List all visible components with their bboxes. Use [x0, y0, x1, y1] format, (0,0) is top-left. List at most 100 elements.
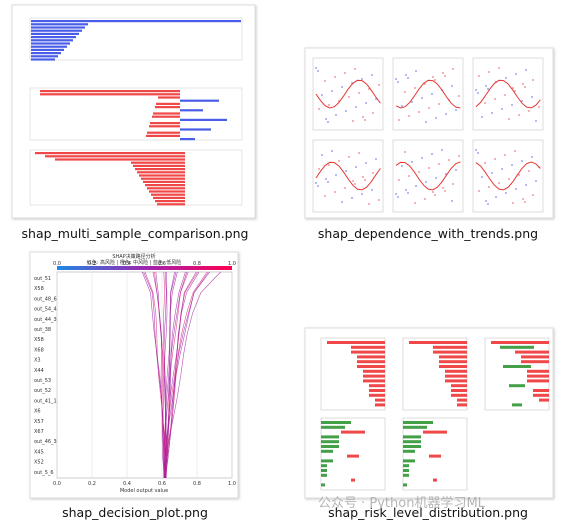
- tick-label: 0.0: [53, 481, 61, 487]
- bar: [403, 425, 427, 429]
- bar: [321, 449, 333, 453]
- point: [511, 164, 513, 166]
- bar: [509, 384, 525, 388]
- point: [475, 149, 477, 151]
- point: [432, 191, 434, 193]
- bar: [341, 430, 365, 434]
- bar: [369, 393, 385, 397]
- point: [324, 195, 326, 197]
- point: [358, 152, 360, 154]
- point: [405, 74, 407, 76]
- bar: [403, 469, 409, 472]
- point: [372, 172, 374, 174]
- point: [531, 96, 533, 98]
- point: [421, 157, 423, 159]
- bar: [351, 350, 385, 354]
- trend: [475, 79, 541, 109]
- point: [378, 84, 380, 86]
- bar: [403, 421, 433, 424]
- bar: [527, 379, 549, 383]
- point: [495, 196, 497, 198]
- point: [355, 106, 357, 108]
- x-axis-label: Model output value: [120, 488, 168, 494]
- bar: [439, 365, 467, 368]
- bar: [500, 345, 534, 349]
- point: [508, 178, 510, 180]
- bar: [521, 360, 549, 364]
- point: [324, 80, 326, 82]
- bar: [35, 152, 185, 155]
- point: [435, 117, 437, 119]
- point: [488, 71, 490, 73]
- tick-label: 1.0: [228, 261, 236, 267]
- point: [361, 78, 363, 80]
- point: [354, 68, 356, 70]
- point: [455, 169, 457, 171]
- bar: [155, 200, 185, 203]
- file-name[interactable]: shap_risk_level_distribution.png: [328, 505, 528, 520]
- file-name[interactable]: shap_dependence_with_trends.png: [318, 226, 538, 241]
- tick-label: 0.2: [88, 481, 96, 487]
- point: [458, 155, 460, 157]
- point: [505, 77, 507, 79]
- point: [485, 200, 487, 202]
- panel: [402, 417, 468, 491]
- panel: [472, 57, 544, 131]
- point: [371, 189, 373, 191]
- point: [477, 152, 479, 154]
- point: [515, 188, 517, 190]
- file-name[interactable]: shap_multi_sample_comparison.png: [22, 226, 249, 241]
- point: [375, 158, 377, 160]
- bar: [351, 478, 355, 482]
- tick-label: 0.2: [88, 261, 96, 267]
- decision-line: [164, 271, 221, 479]
- thumbnail[interactable]: [304, 327, 554, 499]
- point: [521, 160, 523, 162]
- decision-line: [163, 271, 186, 479]
- point: [325, 118, 327, 120]
- thumbnail[interactable]: [304, 47, 554, 219]
- point: [368, 203, 370, 205]
- bar: [158, 96, 180, 99]
- point: [395, 78, 397, 80]
- point: [455, 109, 457, 111]
- bar: [155, 106, 180, 109]
- bar: [409, 341, 467, 344]
- point: [424, 198, 426, 200]
- panel: [312, 57, 384, 131]
- point: [448, 159, 450, 161]
- bar: [149, 190, 185, 193]
- bar: [321, 459, 333, 463]
- point: [411, 161, 413, 163]
- point: [445, 113, 447, 115]
- bar: [40, 93, 180, 96]
- bar: [31, 58, 55, 61]
- tick-label: 1.0: [228, 481, 236, 487]
- bar: [403, 464, 409, 468]
- point: [428, 107, 430, 109]
- feature-label: out_53: [34, 378, 51, 384]
- bar: [321, 421, 351, 424]
- point: [484, 102, 486, 104]
- bar: [31, 55, 58, 58]
- point: [335, 174, 337, 176]
- point: [478, 75, 480, 77]
- bar: [363, 374, 385, 378]
- point: [318, 168, 320, 170]
- trend: [475, 161, 541, 191]
- point: [505, 192, 507, 194]
- point: [365, 102, 367, 104]
- point: [372, 112, 374, 114]
- point: [425, 121, 427, 123]
- point: [411, 101, 413, 103]
- file-name[interactable]: shap_decision_plot.png: [62, 505, 208, 520]
- point: [341, 201, 343, 203]
- point: [318, 108, 320, 110]
- point: [535, 120, 537, 122]
- thumbnail[interactable]: [11, 4, 256, 219]
- bar: [515, 350, 549, 354]
- point: [362, 116, 364, 118]
- point: [478, 190, 480, 192]
